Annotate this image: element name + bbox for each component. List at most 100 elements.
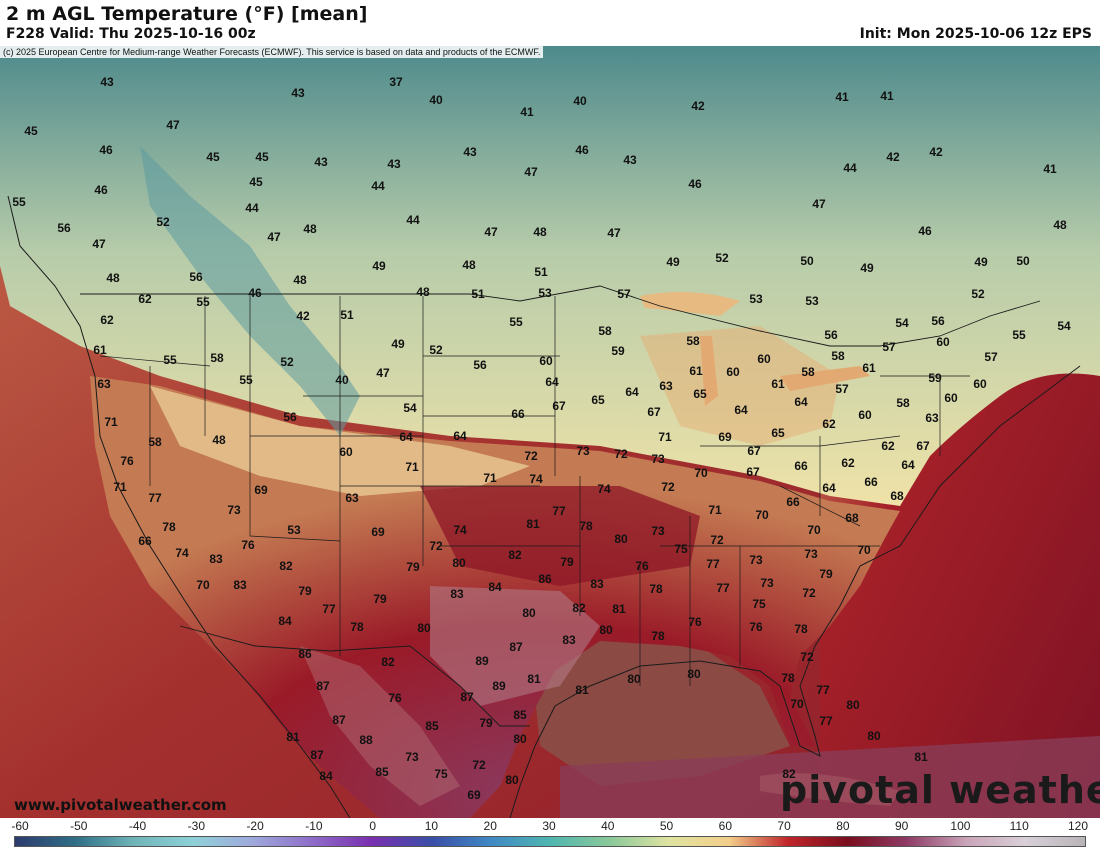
temperature-label: 63: [659, 379, 673, 393]
temperature-label: 79: [560, 555, 574, 569]
temperature-label: 78: [651, 629, 665, 643]
temperature-label: 41: [835, 90, 849, 104]
temperature-label: 83: [562, 633, 576, 647]
colorbar-tick-label: 50: [659, 819, 674, 833]
temperature-label: 47: [484, 225, 498, 239]
temperature-label: 58: [686, 334, 700, 348]
temperature-label: 74: [175, 546, 189, 560]
temperature-label: 45: [206, 150, 220, 164]
temperature-label: 62: [881, 439, 895, 453]
temperature-label: 55: [1012, 328, 1026, 342]
temperature-label: 42: [929, 145, 943, 159]
temperature-label: 72: [524, 449, 538, 463]
temperature-label: 52: [156, 215, 170, 229]
temperature-label: 70: [807, 523, 821, 537]
temperature-label: 78: [649, 582, 663, 596]
temperature-label: 45: [24, 124, 38, 138]
temperature-label: 54: [895, 316, 909, 330]
temperature-label: 40: [335, 373, 349, 387]
temperature-label: 78: [350, 620, 364, 634]
temperature-label: 47: [376, 366, 390, 380]
temperature-label: 46: [99, 143, 113, 157]
temperature-label: 53: [805, 294, 819, 308]
colorbar-tick-label: 90: [894, 819, 909, 833]
temperature-label: 49: [391, 337, 405, 351]
temperature-label: 45: [255, 150, 269, 164]
temperature-label: 64: [794, 395, 808, 409]
temperature-label: 87: [509, 640, 523, 654]
temperature-label: 55: [12, 195, 26, 209]
temperature-label: 63: [925, 411, 939, 425]
temperature-label: 82: [572, 601, 586, 615]
temperature-label: 56: [473, 358, 487, 372]
colorbar-tick-label: -10: [305, 819, 323, 833]
temperature-label: 72: [614, 447, 628, 461]
colorbar-tick-label: 20: [483, 819, 497, 833]
temperature-label: 60: [973, 377, 987, 391]
temperature-label: 72: [710, 533, 724, 547]
map-title: 2 m AGL Temperature (°F) [mean]: [6, 3, 368, 25]
mexico-highlands: [300, 646, 460, 806]
temperature-label: 44: [371, 179, 385, 193]
temperature-label: 82: [279, 559, 293, 573]
temperature-label: 61: [862, 361, 876, 375]
rockies-cold: [140, 146, 360, 436]
colorbar-tick-label: 40: [601, 819, 615, 833]
temperature-label: 80: [599, 623, 613, 637]
temperature-label: 43: [314, 155, 328, 169]
temperature-label: 56: [283, 410, 297, 424]
temperature-label: 77: [552, 504, 566, 518]
temperature-label: 52: [280, 355, 294, 369]
temperature-label: 67: [747, 444, 761, 458]
temperature-label: 64: [822, 481, 836, 495]
temperature-label: 60: [936, 335, 950, 349]
temperature-label: 66: [138, 534, 152, 548]
temperature-label: 48: [303, 222, 317, 236]
temperature-label: 80: [687, 667, 701, 681]
temperature-label: 56: [189, 270, 203, 284]
temperature-label: 66: [511, 407, 525, 421]
temperature-label: 82: [381, 655, 395, 669]
temperature-label: 47: [524, 165, 538, 179]
temperature-label: 46: [688, 177, 702, 191]
country-borders: [80, 285, 1041, 727]
temperature-label: 48: [212, 433, 226, 447]
temperature-label: 43: [623, 153, 637, 167]
temperature-label: 49: [974, 255, 988, 269]
temperature-label: 79: [298, 584, 312, 598]
temperature-label: 40: [429, 93, 443, 107]
temperature-label: 50: [1016, 254, 1030, 268]
colorbar-tick-label: 100: [950, 819, 971, 833]
temperature-label: 69: [254, 483, 268, 497]
temperature-label: 79: [819, 567, 833, 581]
temperature-label: 76: [688, 615, 702, 629]
temperature-label: 43: [463, 145, 477, 159]
temperature-label: 72: [429, 539, 443, 553]
temperature-label: 87: [310, 748, 324, 762]
colorbar-tick-label: -40: [128, 819, 147, 833]
website-link[interactable]: www.pivotalweather.com: [14, 796, 227, 814]
temperature-label: 68: [890, 489, 904, 503]
temperature-label: 85: [425, 719, 439, 733]
temperature-label: 81: [612, 602, 626, 616]
temperature-label: 58: [598, 324, 612, 338]
temperature-label: 53: [749, 292, 763, 306]
temperature-label: 46: [94, 183, 108, 197]
temperature-label: 46: [918, 224, 932, 238]
temperature-label: 67: [647, 405, 661, 419]
temperature-label: 83: [450, 587, 464, 601]
temperature-label: 83: [233, 578, 247, 592]
colorbar-tick-label: 10: [424, 819, 439, 833]
texas-hot: [430, 586, 600, 706]
temperature-map[interactable]: 43 37 43 40 40 42 41 41 45 47 41 46 45 45 43 43 43 46 43 42…: [0, 46, 1100, 818]
pivotal-weather-logo: pivotal weather: [780, 768, 1100, 812]
temperature-label: 45: [249, 175, 263, 189]
temperature-label: 64: [453, 429, 467, 443]
cuba: [760, 773, 900, 806]
temperature-label: 49: [860, 261, 874, 275]
temperature-label: 85: [513, 708, 527, 722]
temperature-label: 71: [708, 503, 722, 517]
temperature-label: 87: [332, 713, 346, 727]
temperature-label: 87: [316, 679, 330, 693]
temperature-label: 71: [104, 415, 118, 429]
